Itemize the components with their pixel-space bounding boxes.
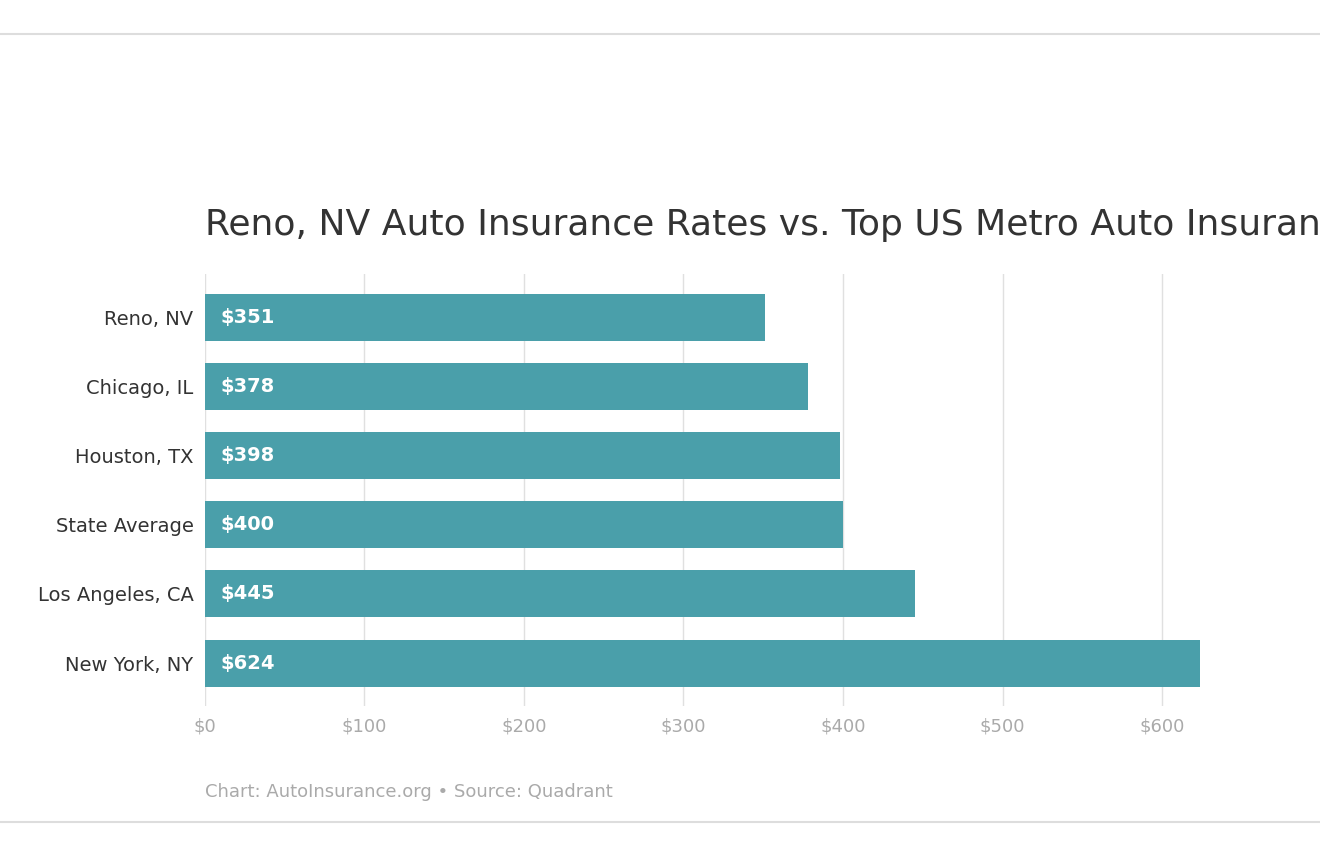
Text: $351: $351 (220, 307, 275, 327)
Text: Reno, NV Auto Insurance Rates vs. Top US Metro Auto Insurance Rates: Reno, NV Auto Insurance Rates vs. Top US… (205, 208, 1320, 242)
Bar (205, 639, 1200, 687)
Text: $398: $398 (220, 446, 275, 465)
Bar (205, 570, 915, 617)
Text: $624: $624 (220, 653, 275, 673)
Bar (205, 501, 843, 548)
Text: $400: $400 (220, 515, 275, 534)
Text: $445: $445 (220, 585, 275, 603)
Text: Chart: AutoInsurance.org • Source: Quadrant: Chart: AutoInsurance.org • Source: Quadr… (205, 783, 612, 801)
Bar (205, 432, 840, 479)
Text: $378: $378 (220, 377, 275, 395)
Bar (205, 363, 808, 410)
Bar (205, 294, 764, 341)
